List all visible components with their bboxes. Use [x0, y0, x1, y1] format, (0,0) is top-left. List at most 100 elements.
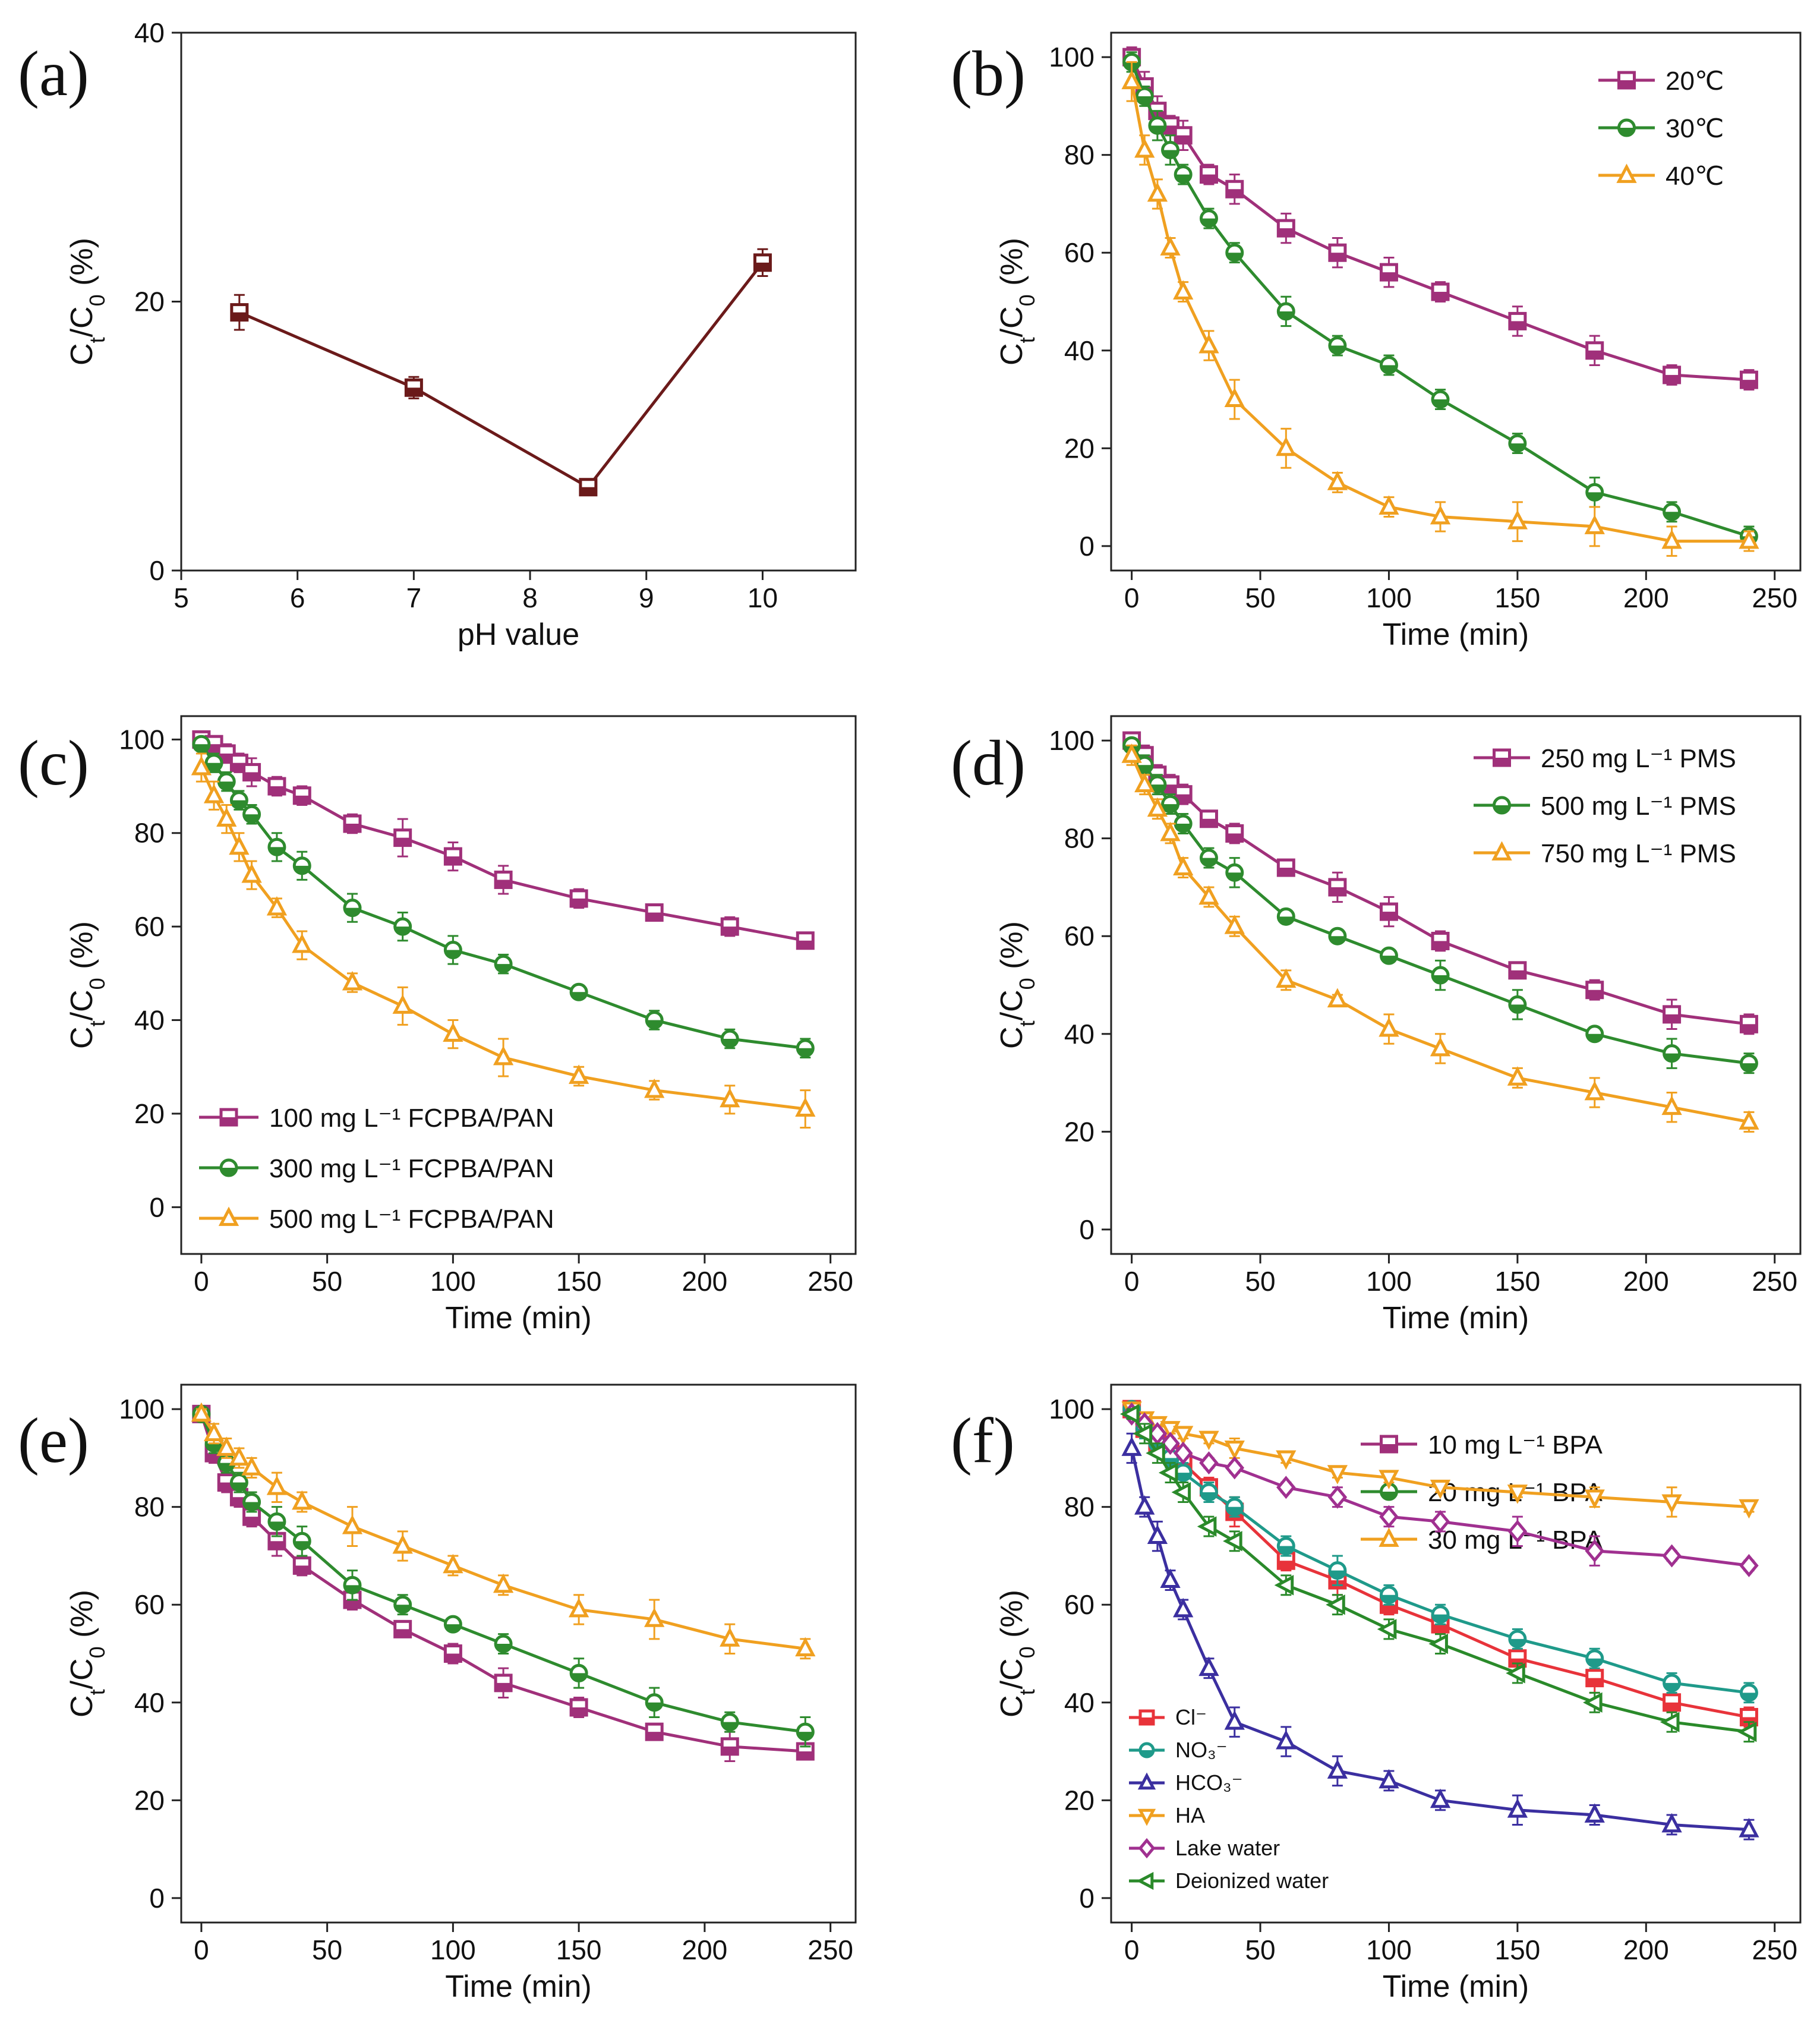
- data-point-fill: [496, 1644, 512, 1652]
- data-point: [795, 1637, 816, 1657]
- data-point-fill: [1329, 1570, 1345, 1578]
- y-axis-label-mid: /C: [995, 1658, 1029, 1689]
- legend-label: HA: [1175, 1803, 1205, 1827]
- data-point-fill: [722, 1722, 738, 1730]
- x-tick-label: 0: [1124, 1266, 1140, 1297]
- x-tick-label: 50: [312, 1266, 342, 1297]
- y-tick-label: 40: [134, 1687, 165, 1718]
- data-point: [795, 1097, 816, 1117]
- data-point: [1327, 988, 1348, 1008]
- legend-label: 500 mg L⁻¹ FCPBA/PAN: [269, 1205, 554, 1234]
- data-point: [569, 1597, 589, 1618]
- legend-marker-fill: [1381, 1492, 1397, 1500]
- data-point-fill: [1175, 174, 1191, 182]
- data-point: [241, 863, 262, 883]
- data-point: [1661, 1095, 1682, 1115]
- data-point-fill: [219, 781, 235, 790]
- data-point: [1133, 1423, 1153, 1444]
- data-point: [1134, 773, 1155, 793]
- data-point: [1134, 138, 1155, 158]
- x-axis-label: Time (min): [1383, 617, 1529, 652]
- data-point-fill: [294, 865, 310, 874]
- y-tick-label: 80: [134, 818, 165, 849]
- data-point-fill: [1137, 96, 1153, 104]
- x-tick-label: 0: [1124, 582, 1140, 613]
- data-point-fill: [269, 1521, 285, 1530]
- data-point: [720, 1627, 740, 1647]
- y-tick-label: 0: [1079, 1883, 1094, 1914]
- data-point-fill: [1226, 833, 1242, 842]
- data-point: [493, 1573, 514, 1593]
- data-point-fill: [269, 847, 285, 855]
- y-tick-label: 100: [1049, 725, 1094, 756]
- y-tick-label: 20: [1064, 1785, 1094, 1816]
- data-point-fill: [1586, 1678, 1603, 1686]
- y-axis-label-sub-0: 0: [1015, 1646, 1039, 1658]
- data-point: [342, 970, 363, 991]
- series-line: [200, 743, 806, 1050]
- data-point-fill: [755, 262, 771, 270]
- y-tick-label: 0: [149, 555, 165, 586]
- data-point-fill: [1329, 345, 1345, 354]
- y-axis-label-sub-t: t: [85, 1020, 109, 1026]
- data-point: [1173, 280, 1194, 300]
- data-point: [1430, 1788, 1451, 1808]
- y-tick-label: 100: [1049, 42, 1094, 73]
- x-tick-label: 8: [522, 582, 538, 613]
- data-point: [1430, 1479, 1451, 1499]
- legend-marker: [1379, 1527, 1399, 1547]
- legend-label: Cl⁻: [1175, 1705, 1207, 1729]
- data-point-fill: [496, 880, 512, 888]
- data-point-fill: [395, 1605, 411, 1613]
- x-tick-label: 150: [1495, 1934, 1541, 1965]
- data-point-fill: [1162, 150, 1178, 158]
- data-point-fill: [1329, 253, 1345, 261]
- x-tick-label: 100: [1366, 1934, 1412, 1965]
- legend: Cl⁻ NO₃⁻ HCO₃⁻ HA Lake water Deionized water: [1129, 1705, 1329, 1893]
- data-point-fill: [344, 907, 360, 916]
- data-point: [1379, 1470, 1399, 1489]
- data-point: [1224, 1441, 1245, 1460]
- panel-label: (a): [18, 39, 89, 109]
- y-axis-label: Ct/C0 (%): [65, 238, 109, 365]
- x-tick-label: 150: [556, 1266, 602, 1297]
- data-point-fill: [1278, 228, 1294, 237]
- data-point-fill: [244, 1517, 260, 1525]
- data-point: [1276, 1450, 1297, 1470]
- legend-label: 300 mg L⁻¹ FCPBA/PAN: [269, 1154, 554, 1183]
- data-point-fill: [797, 940, 813, 948]
- data-point-fill: [1586, 350, 1603, 358]
- data-point: [1198, 885, 1219, 905]
- data-point: [229, 1446, 250, 1466]
- data-point: [443, 1553, 463, 1574]
- data-point: [1379, 1769, 1399, 1789]
- legend-label: 20℃: [1666, 67, 1724, 96]
- y-axis-label: Ct/C0 (%): [65, 921, 109, 1049]
- data-point-fill: [1381, 272, 1397, 281]
- x-tick-label: 0: [194, 1266, 209, 1297]
- data-point-fill: [1278, 1546, 1294, 1554]
- data-point-fill: [1509, 321, 1525, 329]
- series-line: [200, 1413, 806, 1650]
- data-point: [1160, 1432, 1180, 1455]
- data-point-fill: [244, 1502, 260, 1510]
- data-point: [1198, 1430, 1219, 1451]
- y-tick-label: 20: [1064, 1116, 1094, 1147]
- data-point-fill: [571, 1673, 587, 1681]
- y-axis-label-rest: (%): [65, 921, 99, 978]
- data-point: [1507, 510, 1528, 530]
- y-tick-label: 60: [1064, 921, 1094, 951]
- data-point-fill: [646, 1020, 663, 1028]
- panel-label: (e): [18, 1405, 89, 1476]
- data-point: [216, 807, 237, 827]
- data-point-fill: [646, 912, 663, 921]
- data-point-fill: [1201, 218, 1217, 226]
- y-axis-label-sub-0: 0: [1015, 978, 1039, 989]
- x-tick-label: 5: [174, 582, 189, 613]
- data-point: [1584, 515, 1605, 534]
- legend-label: Lake water: [1175, 1836, 1280, 1860]
- panel-a: 5 6 7 8 9 10 0 20 40 pH value Ct/C0 (%) (a): [18, 17, 857, 652]
- data-point: [1327, 1759, 1348, 1779]
- legend-marker: [1136, 1871, 1154, 1890]
- y-tick-label: 40: [134, 1005, 165, 1036]
